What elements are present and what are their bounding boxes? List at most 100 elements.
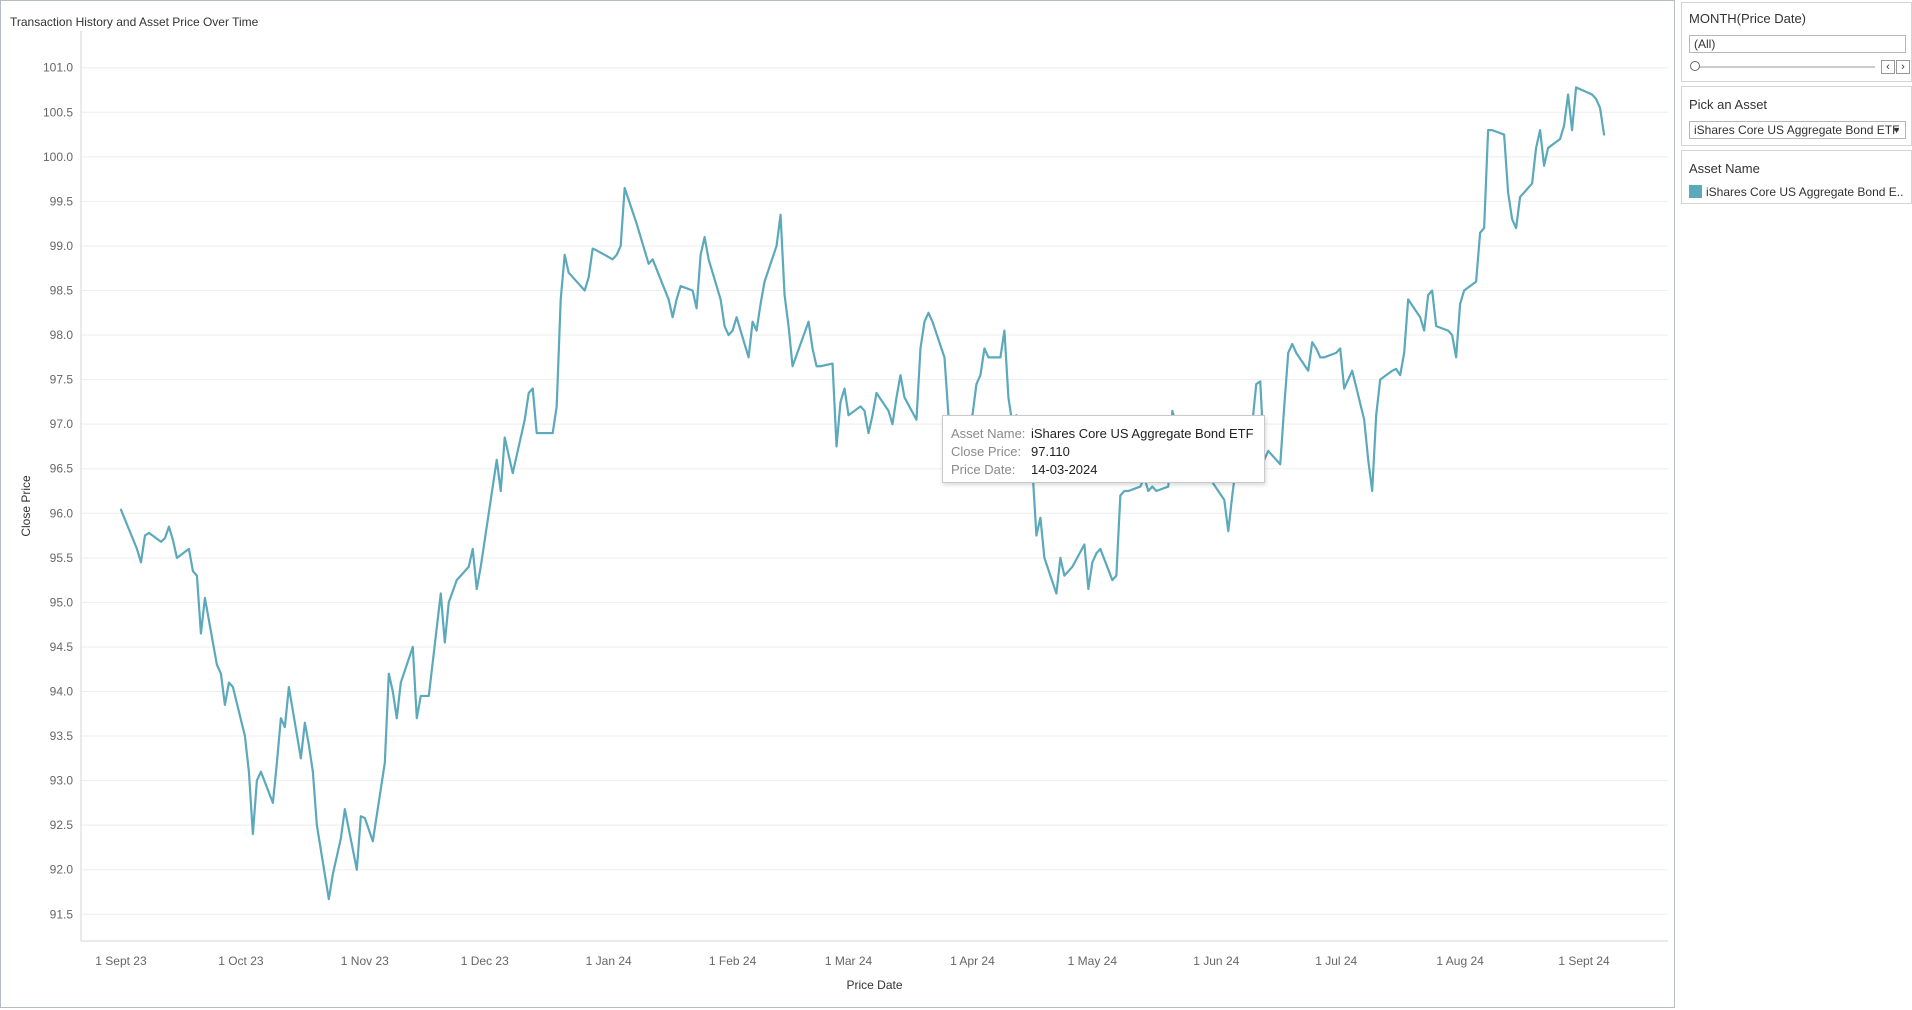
data-point[interactable] <box>642 247 648 253</box>
data-point[interactable] <box>634 221 640 227</box>
data-point[interactable] <box>506 452 512 458</box>
data-point[interactable] <box>790 363 796 369</box>
data-point[interactable] <box>838 399 844 405</box>
data-point[interactable] <box>162 535 168 541</box>
data-point[interactable] <box>897 372 903 378</box>
data-point[interactable] <box>1417 314 1423 320</box>
data-point[interactable] <box>917 345 923 351</box>
data-point[interactable] <box>921 319 927 325</box>
data-point[interactable] <box>1457 301 1463 307</box>
legend-item-label[interactable]: iShares Core US Aggregate Bond E.. <box>1706 185 1904 199</box>
data-point[interactable] <box>550 430 556 436</box>
data-point[interactable] <box>1333 350 1339 356</box>
data-point[interactable] <box>454 577 460 583</box>
data-point[interactable] <box>1569 127 1575 133</box>
month-slider-thumb[interactable] <box>1690 61 1700 71</box>
data-point[interactable] <box>925 310 931 316</box>
data-point[interactable] <box>1601 132 1607 138</box>
data-point[interactable] <box>1281 403 1287 409</box>
data-point[interactable] <box>1065 568 1071 574</box>
data-point[interactable] <box>1529 181 1535 187</box>
data-point[interactable] <box>1097 546 1103 552</box>
data-point[interactable] <box>1149 484 1155 490</box>
data-point[interactable] <box>202 595 208 601</box>
data-point[interactable] <box>174 555 180 561</box>
data-point[interactable] <box>997 354 1003 360</box>
data-point[interactable] <box>870 412 876 418</box>
chevron-left-icon[interactable]: ‹ <box>1881 60 1895 74</box>
data-point[interactable] <box>366 827 372 833</box>
data-point[interactable] <box>1221 497 1227 503</box>
data-point[interactable] <box>1337 345 1343 351</box>
data-point[interactable] <box>1309 339 1315 345</box>
data-point[interactable] <box>1405 296 1411 302</box>
data-point[interactable] <box>1377 377 1383 383</box>
data-point[interactable] <box>885 408 891 414</box>
data-point[interactable] <box>410 644 416 650</box>
data-point[interactable] <box>134 546 140 552</box>
data-point[interactable] <box>941 354 947 360</box>
data-point[interactable] <box>562 252 568 258</box>
data-point[interactable] <box>1433 323 1439 329</box>
data-point[interactable] <box>614 252 620 258</box>
data-point[interactable] <box>214 662 220 668</box>
data-point[interactable] <box>1561 123 1567 129</box>
data-point[interactable] <box>426 693 432 699</box>
price-line-chart[interactable]: 91.5 92.0 92.5 93.0 93.5 94.0 94.5 95.0 95.5 96.0… <box>1 1 1674 1007</box>
data-point[interactable] <box>1053 590 1059 596</box>
data-point[interactable] <box>981 345 987 351</box>
data-point[interactable] <box>370 838 376 844</box>
data-point[interactable] <box>1285 350 1291 356</box>
data-point[interactable] <box>1445 328 1451 334</box>
asset-dropdown[interactable]: iShares Core US Aggregate Bond ETF ▼ <box>1689 121 1906 139</box>
data-point[interactable] <box>558 296 564 302</box>
data-point[interactable] <box>478 564 484 570</box>
data-point[interactable] <box>618 243 624 249</box>
data-point[interactable] <box>913 417 919 423</box>
data-point[interactable] <box>1425 292 1431 298</box>
data-point[interactable] <box>258 769 264 775</box>
data-point[interactable] <box>186 546 192 552</box>
data-point[interactable] <box>298 755 304 761</box>
data-point[interactable] <box>1501 132 1507 138</box>
data-point[interactable] <box>1041 555 1047 561</box>
data-point[interactable] <box>786 323 792 329</box>
data-point[interactable] <box>1165 484 1171 490</box>
data-point[interactable] <box>722 323 728 329</box>
data-point[interactable] <box>1229 492 1235 498</box>
data-point[interactable] <box>830 361 836 367</box>
data-point[interactable] <box>1081 541 1087 547</box>
data-point[interactable] <box>1589 91 1595 97</box>
data-point[interactable] <box>326 896 332 902</box>
data-point[interactable] <box>166 524 172 530</box>
data-point[interactable] <box>1517 194 1523 200</box>
data-point[interactable] <box>818 363 824 369</box>
data-point[interactable] <box>1109 577 1115 583</box>
data-point[interactable] <box>594 247 600 253</box>
data-point[interactable] <box>242 733 248 739</box>
data-point[interactable] <box>510 470 516 476</box>
data-point[interactable] <box>1361 417 1367 423</box>
data-point[interactable] <box>718 296 724 302</box>
data-point[interactable] <box>1321 354 1327 360</box>
data-point[interactable] <box>302 720 308 726</box>
data-point[interactable] <box>730 328 736 334</box>
data-point[interactable] <box>1117 492 1123 498</box>
data-point[interactable] <box>1069 564 1075 570</box>
data-point[interactable] <box>1349 368 1355 374</box>
data-point[interactable] <box>494 457 500 463</box>
data-point[interactable] <box>810 345 816 351</box>
data-point[interactable] <box>1573 84 1579 90</box>
data-point[interactable] <box>1393 366 1399 372</box>
data-point[interactable] <box>470 546 476 552</box>
data-point[interactable] <box>146 530 152 536</box>
data-point[interactable] <box>254 778 260 784</box>
data-point[interactable] <box>414 715 420 721</box>
data-point[interactable] <box>646 261 652 267</box>
data-point[interactable] <box>282 724 288 730</box>
data-point[interactable] <box>1153 488 1159 494</box>
data-point[interactable] <box>1513 225 1519 231</box>
legend-swatch[interactable] <box>1689 185 1702 198</box>
data-point[interactable] <box>466 564 472 570</box>
data-point[interactable] <box>1033 533 1039 539</box>
